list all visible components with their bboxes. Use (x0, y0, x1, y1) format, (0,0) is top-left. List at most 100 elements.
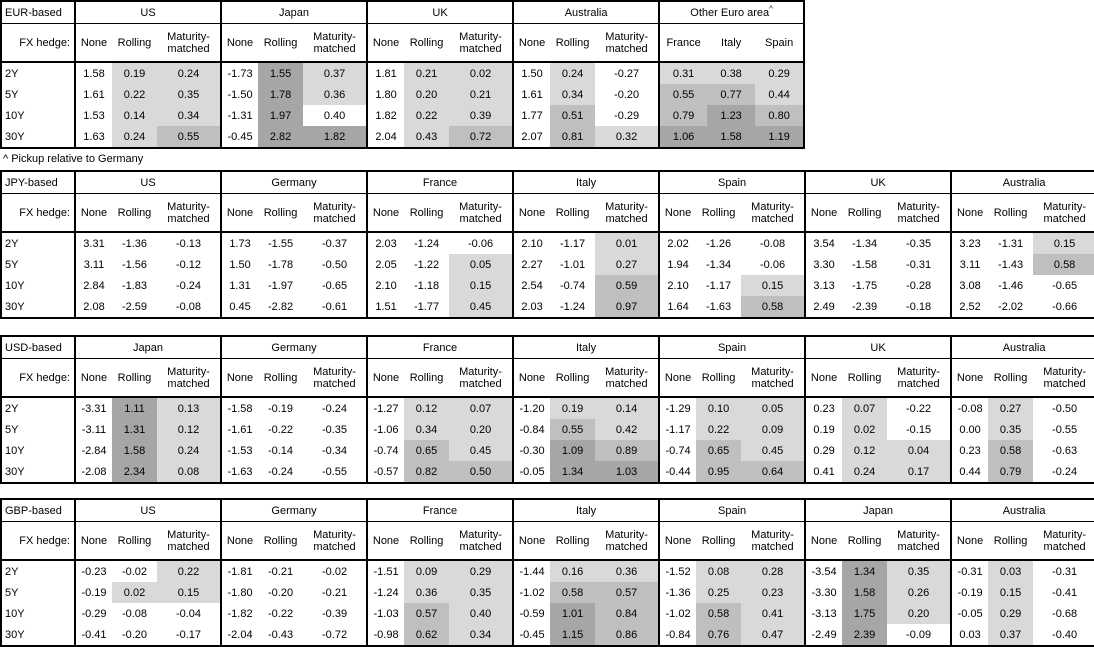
data-cell: 2.10 (658, 275, 697, 296)
data-cell: 0.15 (988, 582, 1034, 603)
data-cell: -1.36 (658, 582, 697, 603)
data-cell: -0.74 (366, 440, 405, 461)
data-cell: 0.50 (449, 461, 514, 483)
data-cell: 1.97 (258, 105, 304, 126)
data-cell: 1.31 (220, 275, 259, 296)
data-cell: 0.72 (449, 126, 514, 148)
col-header-maturity-matched: Maturity-matched (595, 193, 660, 233)
table-base-label: USD-based (1, 336, 75, 359)
data-cell: 0.22 (112, 84, 157, 105)
data-cell: -3.11 (74, 419, 112, 440)
country-header-uk: UK (804, 171, 952, 194)
col-header-maturity-matched: Maturity-matched (303, 193, 368, 233)
col-header-maturity-matched: Maturity-matched (157, 193, 222, 233)
data-cell: -0.13 (157, 232, 222, 254)
data-cell: 1.61 (74, 84, 112, 105)
tenor-row-label: 2Y (5, 565, 19, 578)
data-cell: 2.27 (512, 254, 551, 275)
data-cell: 0.24 (550, 62, 596, 84)
data-cell: 0.57 (595, 582, 660, 603)
data-cell: 0.65 (696, 440, 742, 461)
data-cell: 3.13 (804, 275, 843, 296)
data-cell: 1.81 (366, 62, 405, 84)
data-cell: 0.35 (887, 560, 952, 582)
data-cell: -0.37 (303, 232, 368, 254)
col-header-france: France (658, 23, 708, 63)
data-cell: -0.59 (512, 603, 551, 624)
data-cell: 1.61 (512, 84, 551, 105)
col-header-none: None (512, 358, 551, 398)
data-cell: 2.82 (258, 126, 304, 148)
data-cell: 0.23 (804, 397, 843, 419)
data-cell: -1.43 (988, 254, 1034, 275)
country-header-italy: Italy (512, 336, 660, 359)
data-cell: -1.81 (220, 560, 259, 582)
data-cell: 0.03 (950, 624, 989, 646)
data-cell: -3.54 (804, 560, 843, 582)
fx-hedge-label: FX hedge: (1, 23, 75, 63)
data-cell: 0.08 (696, 560, 742, 582)
data-cell: 0.65 (404, 440, 450, 461)
data-cell: 0.20 (404, 84, 450, 105)
country-header-japan: Japan (220, 1, 368, 24)
country-header-italy: Italy (512, 499, 660, 522)
country-header-france: France (366, 499, 514, 522)
data-cell: 0.22 (157, 560, 222, 582)
data-cell: 0.14 (112, 105, 157, 126)
col-header-rolling: Rolling (112, 23, 157, 63)
data-cell: -1.97 (258, 275, 304, 296)
data-cell: -1.83 (112, 275, 157, 296)
data-cell: -1.52 (658, 560, 697, 582)
col-header-maturity-matched: Maturity-matched (887, 358, 952, 398)
data-cell: 0.21 (449, 84, 514, 105)
data-cell: -1.53 (220, 440, 259, 461)
data-cell: 1.11 (112, 397, 157, 419)
data-cell: -1.22 (404, 254, 450, 275)
data-cell: 0.45 (741, 440, 806, 461)
data-cell: 0.36 (595, 560, 660, 582)
country-header-spain: Spain (658, 171, 806, 194)
data-cell: -1.82 (220, 603, 259, 624)
data-cell: -0.06 (449, 232, 514, 254)
col-header-none: None (950, 358, 989, 398)
data-cell: -2.02 (988, 296, 1034, 318)
data-cell: -0.20 (595, 84, 660, 105)
col-header-rolling: Rolling (842, 193, 888, 233)
data-cell: -3.30 (804, 582, 843, 603)
data-cell: -0.20 (258, 582, 304, 603)
data-cell: -1.63 (696, 296, 742, 318)
data-cell: 1.82 (303, 126, 368, 148)
data-cell: 0.19 (112, 62, 157, 84)
col-header-rolling: Rolling (988, 193, 1034, 233)
data-cell: 0.34 (157, 105, 222, 126)
data-cell: 0.55 (157, 126, 222, 148)
data-cell: 0.08 (157, 461, 222, 483)
data-cell: -1.17 (658, 419, 697, 440)
data-cell: 1.73 (220, 232, 259, 254)
col-header-none: None (512, 193, 551, 233)
data-cell: -0.57 (366, 461, 405, 483)
data-cell: -0.04 (157, 603, 222, 624)
data-cell: -0.31 (950, 560, 989, 582)
data-cell: 1.19 (755, 126, 805, 148)
fx-hedge-label: FX hedge: (1, 358, 75, 398)
data-cell: 0.23 (950, 440, 989, 461)
col-header-maturity-matched: Maturity-matched (1033, 358, 1094, 398)
data-cell: -0.15 (887, 419, 952, 440)
data-cell: -0.55 (303, 461, 368, 483)
col-header-rolling: Rolling (258, 358, 304, 398)
data-cell: 3.54 (804, 232, 843, 254)
col-header-none: None (74, 521, 112, 561)
data-cell: -1.44 (512, 560, 551, 582)
data-cell: -0.08 (741, 232, 806, 254)
data-cell: -0.55 (1033, 419, 1094, 440)
col-header-none: None (512, 521, 551, 561)
data-cell: 0.22 (404, 105, 450, 126)
col-header-spain: Spain (755, 23, 805, 63)
data-cell: -1.20 (512, 397, 551, 419)
data-cell: -0.02 (112, 560, 157, 582)
data-cell: 2.84 (74, 275, 112, 296)
tenor-row-label: 10Y (5, 279, 25, 292)
data-cell: 3.11 (74, 254, 112, 275)
